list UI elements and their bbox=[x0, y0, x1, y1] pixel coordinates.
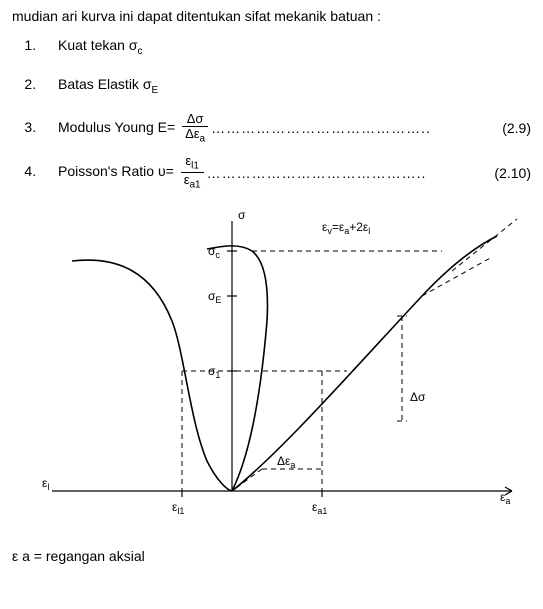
footnote-text: ε a = regangan aksial bbox=[12, 548, 531, 564]
sigma-e-sub: E bbox=[151, 85, 158, 96]
eps-l1-label: εl1 bbox=[172, 500, 184, 516]
young-denominator: Δεa bbox=[182, 127, 208, 145]
eps-a1-label: εa1 bbox=[312, 500, 327, 516]
leader-dots: …………………………………….. bbox=[207, 162, 491, 184]
intro-text: mudian ari kurva ini dapat ditentukan si… bbox=[12, 8, 531, 24]
leader-dots: …………………………………….. bbox=[211, 117, 498, 139]
poisson-numerator: εl1 bbox=[181, 154, 204, 173]
poisson-denominator: εa1 bbox=[181, 173, 204, 191]
item-batas-elastik: Batas Elastik σE bbox=[40, 73, 531, 102]
young-fraction: Δσ Δεa bbox=[182, 112, 208, 145]
equation-number: (2.10) bbox=[490, 162, 531, 184]
volumetric-strain-label: εv=εa+2εl bbox=[322, 220, 370, 236]
eq-sign: = bbox=[166, 163, 174, 179]
item-label: Kuat tekan bbox=[58, 37, 129, 53]
delta-sigma-label: Δσ bbox=[410, 390, 426, 404]
sigma-1-label: σ1 bbox=[208, 364, 220, 380]
item-kuat-tekan: Kuat tekan σc bbox=[40, 34, 531, 63]
delta-eps-a-label: Δεa bbox=[277, 454, 295, 470]
young-numerator: Δσ bbox=[182, 112, 208, 127]
sigma-e-label: σE bbox=[208, 289, 221, 305]
property-list: Kuat tekan σc Batas Elastik σE Modulus Y… bbox=[12, 34, 531, 191]
stress-strain-figure: σ σc σE σ1 εl εa εl1 εa1 Δεa Δσ εv=εa+2ε… bbox=[12, 201, 531, 534]
item-label: Poisson's Ratio υ bbox=[58, 163, 166, 179]
sigma-c-sub: c bbox=[137, 46, 142, 57]
item-poisson-ratio: Poisson's Ratio υ= εl1 εa1 …………………………………… bbox=[40, 154, 531, 190]
eps-l-axis-label: εl bbox=[42, 476, 49, 492]
item-label: Batas Elastik bbox=[58, 76, 143, 92]
poisson-fraction: εl1 εa1 bbox=[181, 154, 204, 190]
eq-sign: = bbox=[167, 119, 175, 135]
item-modulus-young: Modulus Young E= Δσ Δεa ……………………………………..… bbox=[40, 112, 531, 145]
equation-number: (2.9) bbox=[498, 117, 531, 139]
item-label: Modulus Young E bbox=[58, 119, 167, 135]
sigma-axis-label: σ bbox=[238, 208, 246, 222]
